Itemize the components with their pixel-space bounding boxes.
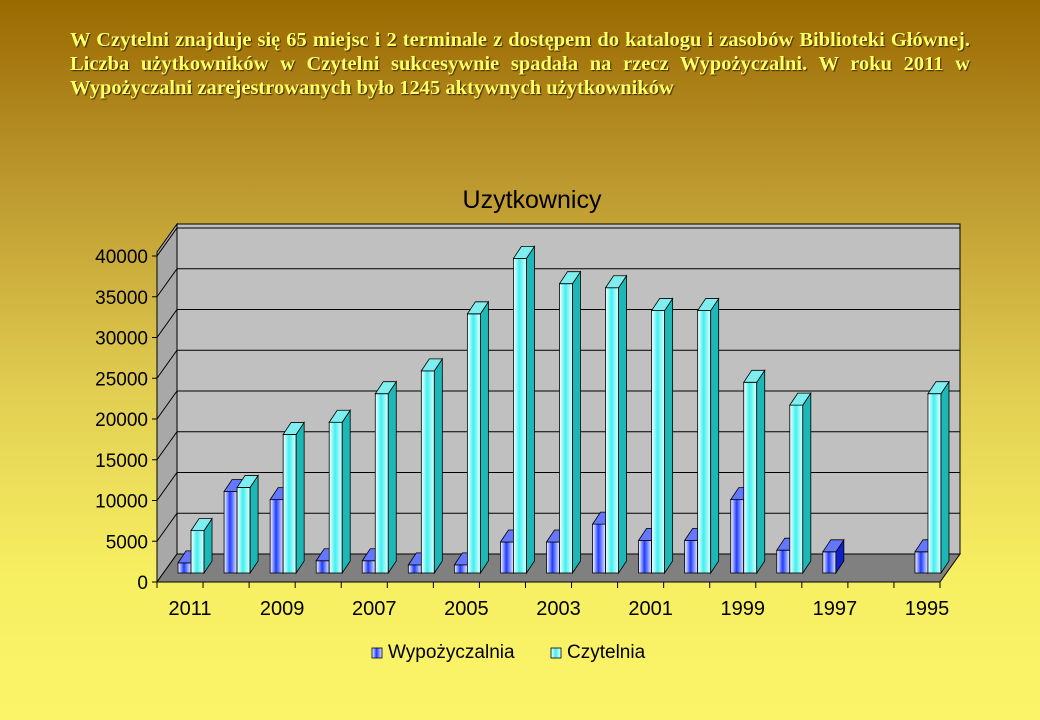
bar-czytelnia — [789, 391, 812, 575]
y-tick-label: 40000 — [95, 247, 148, 268]
y-tick-label: 10000 — [95, 492, 148, 513]
x-tick-label: 1999 — [720, 598, 765, 620]
x-tick-label: 2007 — [352, 598, 397, 620]
y-tick-label: 20000 — [95, 410, 148, 431]
bar-czytelnia — [927, 380, 950, 575]
gridline — [156, 268, 960, 298]
legend-swatch — [371, 647, 383, 659]
x-axis: 2011 2009 2007 2005 2003 2001 1999 1997 1995 — [156, 581, 950, 620]
bar-wypozyczalnia — [822, 538, 845, 575]
x-tick-label: 1995 — [905, 598, 950, 620]
legend-swatch — [550, 647, 562, 659]
x-tick-label: 2011 — [169, 598, 212, 620]
legend: Wypożyczalnia Czytelnia — [371, 642, 646, 663]
y-tick-label: 5000 — [106, 532, 148, 553]
bar-czytelnia — [512, 245, 536, 575]
y-tick-label: 15000 — [95, 451, 148, 472]
x-tick-label: 2009 — [260, 598, 305, 620]
bar-czytelnia — [236, 474, 259, 575]
bar-czytelnia — [604, 274, 628, 575]
legend-label: Wypożyczalnia — [388, 642, 515, 663]
slide-text: W Czytelni znajduje się 65 miejsc i 2 te… — [70, 29, 970, 99]
gridline — [156, 227, 960, 257]
chart-title: Uzytkownicy — [463, 186, 602, 214]
bar-czytelnia — [466, 300, 490, 575]
y-axis: 0 5000 10000 15000 20000 25000 30000 35000 40000 — [95, 247, 158, 594]
y-tick-label: 0 — [137, 573, 148, 594]
x-tick-label: 2005 — [444, 598, 489, 620]
x-tick-label: 1997 — [813, 598, 858, 620]
bar-czytelnia — [282, 421, 305, 575]
bar-czytelnia — [650, 297, 674, 575]
bar-czytelnia — [696, 297, 720, 575]
side-wall — [156, 222, 178, 584]
bar-czytelnia — [328, 408, 351, 575]
bar-czytelnia — [420, 357, 444, 575]
x-tick-label: 2003 — [536, 598, 581, 620]
legend-label: Czytelnia — [567, 642, 646, 663]
bar-series — [177, 245, 950, 575]
bar-czytelnia — [374, 380, 398, 575]
y-tick-label: 25000 — [95, 369, 148, 390]
bar-czytelnia — [190, 517, 213, 575]
bar-czytelnia — [558, 270, 582, 575]
y-tick-label: 35000 — [95, 288, 148, 309]
y-tick-label: 30000 — [95, 329, 148, 350]
x-tick-label: 2001 — [628, 598, 673, 620]
bar-czytelnia — [742, 368, 766, 575]
